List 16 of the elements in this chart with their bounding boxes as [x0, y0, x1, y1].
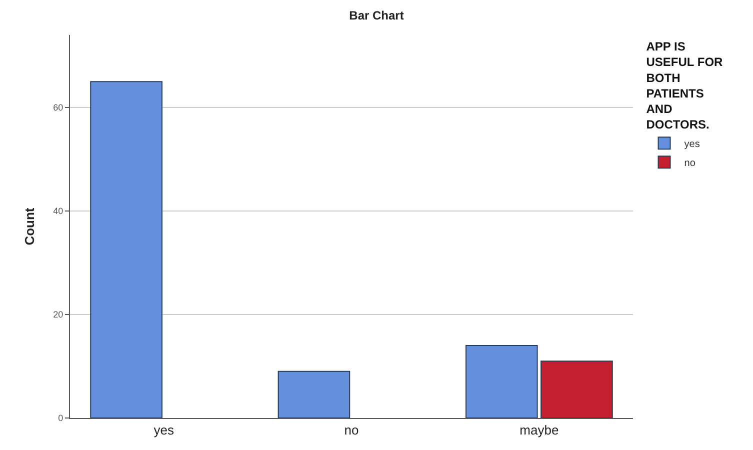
bar: [465, 345, 538, 418]
bar: [90, 81, 162, 418]
x-tick-label: no: [344, 422, 359, 438]
legend-title: APP IS USEFUL FOR BOTH PATIENTS AND DOCTORS.: [646, 40, 724, 132]
x-tick-label: yes: [154, 422, 174, 438]
x-tick-label: maybe: [520, 422, 559, 438]
y-axis-title: Count: [22, 207, 38, 246]
bar: [540, 360, 613, 418]
legend-label: no: [684, 158, 696, 169]
y-tick-label: 60: [53, 102, 64, 113]
bar: [278, 370, 350, 418]
y-tick-label: 0: [58, 413, 64, 424]
y-tick-label: 20: [53, 310, 64, 320]
y-tick-label: 40: [53, 206, 64, 216]
legend-label: yes: [684, 139, 700, 150]
chart-title: Bar Chart: [349, 8, 404, 23]
